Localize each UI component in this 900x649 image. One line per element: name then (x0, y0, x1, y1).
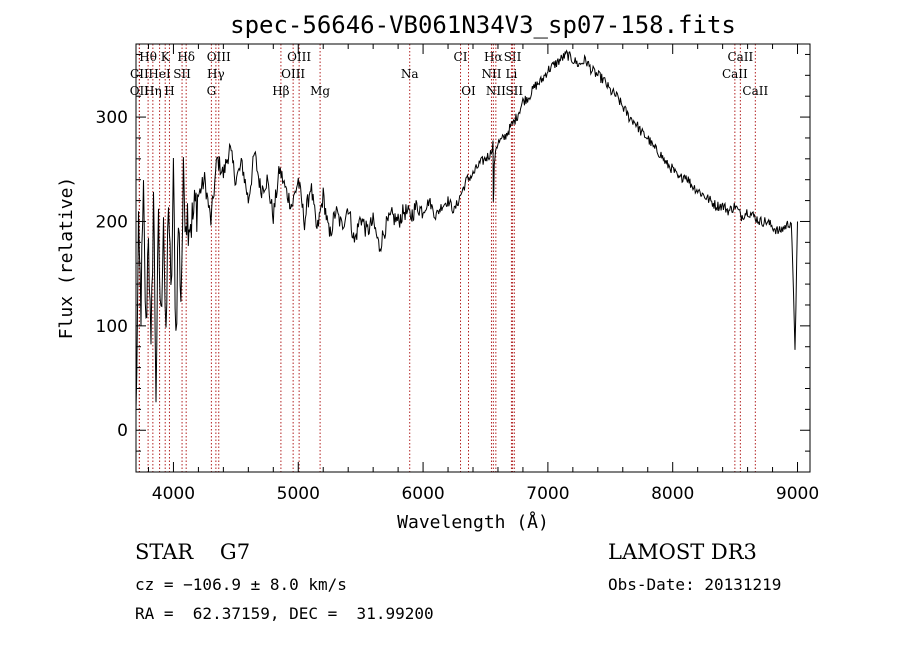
spectral-line-label: CaII (722, 67, 748, 81)
spectral-line-label: OIII (207, 50, 231, 64)
ra-dec: RA = 62.37159, DEC = 31.99200 (135, 604, 434, 623)
spectral-line-label: HeI (148, 67, 171, 81)
y-tick-label: 100 (96, 317, 128, 337)
y-tick-label: 300 (96, 108, 128, 128)
spectral-line-label: CaII (742, 84, 768, 98)
obs-date: Obs-Date: 20131219 (608, 575, 782, 594)
plot-frame (135, 43, 811, 473)
object-class: STAR G7 (135, 540, 251, 564)
spectral-line-label: Na (401, 67, 419, 81)
spectral-line-label: Li (506, 67, 518, 81)
chart-title: spec-56646-VB061N34V3_sp07-158.fits (230, 11, 736, 39)
spectral-line-label: SII (504, 50, 522, 64)
spectral-line-label: SII (505, 84, 523, 98)
spectral-line-label: CI (454, 50, 468, 64)
spectral-line-label: Hδ (177, 50, 195, 64)
spectral-line-label: K (161, 50, 171, 64)
spectral-line-label: CaII (727, 50, 753, 64)
x-tick-label: 4000 (152, 484, 195, 504)
spectral-line-label: Hα (484, 50, 503, 64)
redshift-cz: cz = −106.9 ± 8.0 km/s (135, 575, 347, 594)
x-tick-label: 8000 (651, 484, 694, 504)
x-tick-label: 6000 (401, 484, 444, 504)
spectral-line-label: SII (173, 67, 191, 81)
y-axis-label: Flux (relative) (56, 177, 77, 340)
x-tick-label: 7000 (526, 484, 569, 504)
spectral-line-label: NII (486, 84, 506, 98)
spectral-line-label: NII (481, 67, 501, 81)
spectral-line-label: Hβ (272, 84, 289, 98)
spectral-line-label: Hη (144, 84, 162, 98)
spectral-line-label: G (207, 84, 217, 98)
x-tick-label: 5000 (277, 484, 320, 504)
spectral-line-label: OIII (281, 67, 305, 81)
spectral-line-label: OI (461, 84, 476, 98)
x-axis-label: Wavelength (Å) (397, 511, 549, 533)
spectral-line-label: OIII (287, 50, 311, 64)
spectral-line-label: OII (130, 84, 150, 98)
spectral-line-label: H (164, 84, 174, 98)
spectral-line-label: CII (130, 67, 149, 81)
spectrum-line (135, 49, 798, 411)
spectral-line-label: Hθ (139, 50, 157, 64)
x-tick-label: 9000 (776, 484, 819, 504)
spectral-line-label: Hγ (207, 67, 225, 81)
spectral-line-label: Mg (310, 84, 330, 98)
survey-name: LAMOST DR3 (608, 540, 757, 564)
y-tick-label: 0 (117, 421, 128, 441)
y-tick-label: 200 (96, 212, 128, 232)
